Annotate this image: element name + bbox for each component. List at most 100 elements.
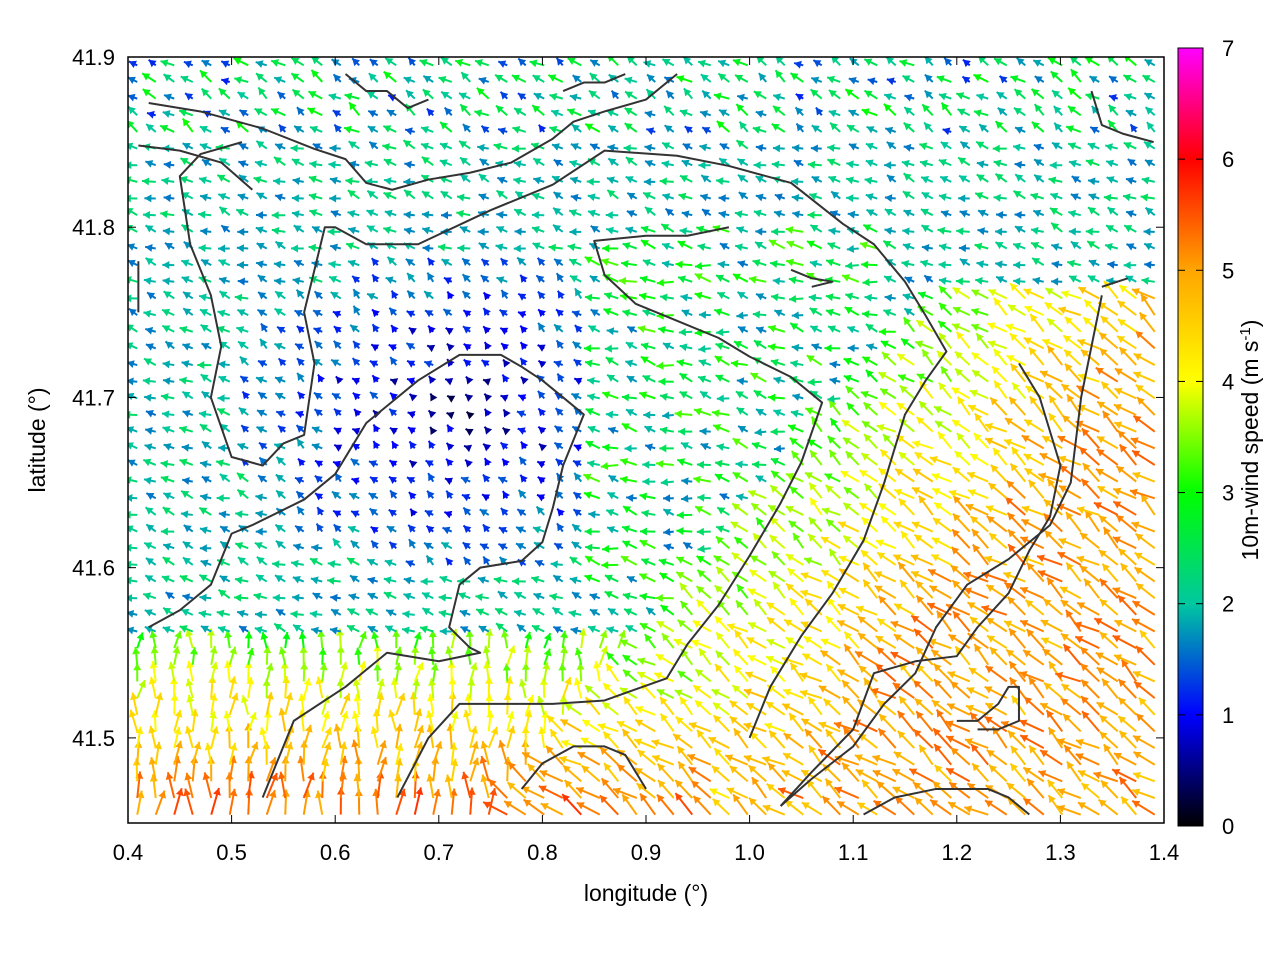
wind-arrow-head: [1080, 532, 1089, 541]
wind-arrow-head: [734, 665, 743, 674]
wind-arrow-head: [751, 503, 760, 511]
wind-arrow-head: [275, 474, 284, 482]
wind-arrow-head: [1069, 159, 1077, 168]
wind-arrow-head: [581, 765, 590, 774]
wind-arrow-head: [524, 631, 533, 640]
wind-arrow-head: [198, 410, 207, 419]
wind-arrow-head: [676, 572, 685, 580]
wind-arrow-head: [328, 260, 336, 269]
wind-arrow-head: [1011, 695, 1020, 704]
wind-arrow-head: [657, 794, 665, 803]
wind-arrow-head: [617, 764, 626, 773]
wind-arrow-head: [1009, 628, 1017, 637]
wind-arrow-head: [569, 576, 578, 585]
wind-arrow-head: [764, 722, 773, 731]
wind-arrow-head: [990, 397, 999, 406]
wind-arrow-head: [440, 191, 449, 199]
wind-arrow-head: [557, 290, 565, 299]
wind-arrow-head: [218, 259, 227, 267]
wind-arrow-head: [971, 352, 980, 361]
wind-arrow-head: [992, 366, 1000, 375]
wind-arrow-head: [708, 736, 717, 745]
wind-arrow-head: [427, 694, 435, 702]
wind-arrow-head: [217, 408, 226, 416]
wind-arrow-head: [209, 711, 218, 719]
wind-arrow-head: [216, 459, 224, 468]
wind-arrow-head: [1057, 435, 1066, 444]
wind-arrow-head: [1076, 555, 1085, 564]
wind-arrow-head: [770, 517, 779, 525]
wind-arrow-head: [675, 793, 683, 802]
wind-arrow-head: [447, 291, 455, 300]
wind-arrow-head: [893, 751, 902, 759]
wind-arrow-head: [585, 359, 593, 368]
wind-arrow-head: [884, 227, 893, 235]
wind-arrow-head: [144, 393, 152, 402]
wind-arrow-head: [902, 243, 911, 251]
wind-arrow-head: [238, 160, 247, 168]
wind-arrow-head: [427, 344, 436, 353]
wind-arrow-head: [1010, 463, 1019, 472]
wind-arrow-head: [138, 680, 146, 689]
wind-arrow-head: [449, 742, 458, 751]
wind-arrow-head: [502, 458, 510, 467]
wind-arrow-head: [421, 210, 430, 219]
wind-arrow-head: [862, 356, 871, 364]
wind-arrow-head: [477, 143, 485, 152]
wind-arrow-head: [1005, 497, 1014, 505]
wind-arrow-head: [1034, 159, 1043, 167]
wind-arrow-head: [584, 574, 593, 582]
wind-arrow-head: [1034, 174, 1043, 183]
wind-arrow-head: [514, 208, 523, 217]
wind-arrow-head: [1014, 160, 1022, 169]
wind-arrow-head: [833, 721, 842, 730]
wind-arrow-head: [601, 561, 609, 570]
wind-arrow-head: [460, 174, 469, 183]
wind-arrow-head: [737, 174, 746, 183]
wind-arrow-head: [128, 324, 135, 332]
wind-arrow-head: [411, 645, 420, 653]
wind-arrow-head: [719, 493, 728, 501]
wind-arrow-head: [269, 757, 277, 766]
wind-arrow-head: [600, 646, 609, 654]
wind-arrow-head: [766, 655, 775, 664]
wind-arrow-head: [800, 589, 809, 598]
wind-arrow-head: [751, 777, 760, 786]
wind-arrow-head: [693, 795, 702, 804]
wind-arrow-head: [1047, 318, 1056, 327]
wind-arrow-head: [144, 194, 152, 203]
wind-arrow-head: [1082, 711, 1090, 720]
wind-arrow-head: [512, 126, 521, 134]
wind-arrow-head: [333, 427, 342, 435]
wind-arrow-head: [874, 571, 883, 579]
wind-arrow-head: [1102, 563, 1110, 572]
wind-arrow-head: [358, 661, 367, 669]
wind-arrow-head: [620, 639, 629, 647]
wind-arrow-head: [537, 291, 546, 300]
wind-arrow-head: [1101, 780, 1109, 789]
wind-arrow-head: [588, 625, 597, 633]
wind-arrow-head: [975, 192, 984, 200]
wind-arrow-head: [955, 646, 963, 655]
wind-arrow-head: [480, 275, 489, 283]
wind-arrow-head: [1132, 788, 1141, 797]
wind-arrow-head: [389, 460, 398, 468]
wind-arrow-head: [736, 226, 745, 234]
wind-arrow-head: [145, 426, 153, 435]
wind-arrow-head: [163, 291, 172, 299]
wind-arrow-head: [830, 122, 838, 131]
wind-arrow-head: [189, 647, 198, 655]
wind-arrow-head: [564, 677, 572, 686]
wind-arrow-head: [163, 194, 172, 203]
wind-arrow-head: [210, 661, 219, 670]
wind-arrow-head: [256, 409, 266, 417]
wind-arrow-head: [276, 609, 285, 617]
wind-arrow-head: [1077, 802, 1086, 810]
wind-arrow-head: [901, 338, 910, 347]
wind-arrow-head: [296, 491, 305, 500]
wind-arrow-head: [314, 409, 323, 417]
wind-arrow-head: [859, 503, 868, 511]
wind-arrow-head: [958, 194, 966, 203]
wind-arrow-head: [290, 610, 298, 619]
wind-arrow-head: [408, 427, 417, 435]
